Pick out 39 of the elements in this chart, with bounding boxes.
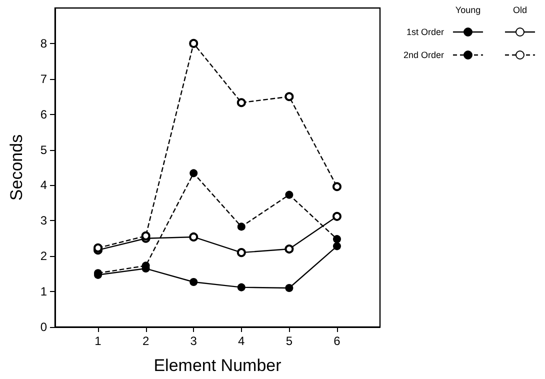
point xyxy=(332,242,341,250)
x-axis-title: Element Number xyxy=(154,356,282,375)
point xyxy=(141,231,150,240)
point xyxy=(189,232,198,242)
point xyxy=(332,235,341,244)
point xyxy=(332,212,342,221)
point xyxy=(237,283,246,292)
y-tick-label: 0 xyxy=(40,320,48,334)
point xyxy=(332,182,342,192)
y-tick-label: 2 xyxy=(40,249,48,264)
y-tick-label: 6 xyxy=(40,107,48,122)
y-axis-title: Seconds xyxy=(7,134,26,201)
text: 1st Order xyxy=(406,27,444,37)
point xyxy=(237,222,246,231)
y-tick-label: 7 xyxy=(40,72,48,86)
text: 2nd Order xyxy=(403,50,444,60)
point xyxy=(285,284,294,292)
y-tick-label: 1 xyxy=(40,284,48,299)
y-tick-label: 8 xyxy=(40,36,48,50)
point xyxy=(190,278,198,286)
point xyxy=(284,92,294,102)
point xyxy=(236,98,246,108)
y-tick-label: 4 xyxy=(40,178,48,192)
x-tick-label: 6 xyxy=(334,334,341,348)
point xyxy=(236,248,246,258)
point xyxy=(190,169,198,178)
point xyxy=(284,244,294,254)
point xyxy=(285,190,294,199)
text: Old xyxy=(512,5,528,15)
x-tick-label: 4 xyxy=(238,334,246,348)
y-tick-label: 5 xyxy=(40,142,48,157)
x-tick-label: 2 xyxy=(142,334,150,348)
x-tick-label: 3 xyxy=(190,334,198,348)
point xyxy=(189,38,198,48)
y-tick-label: 3 xyxy=(40,214,48,228)
text: Young xyxy=(455,5,481,15)
x-tick-label: 1 xyxy=(94,334,102,348)
x-tick-label: 5 xyxy=(286,334,293,348)
point xyxy=(94,243,103,252)
